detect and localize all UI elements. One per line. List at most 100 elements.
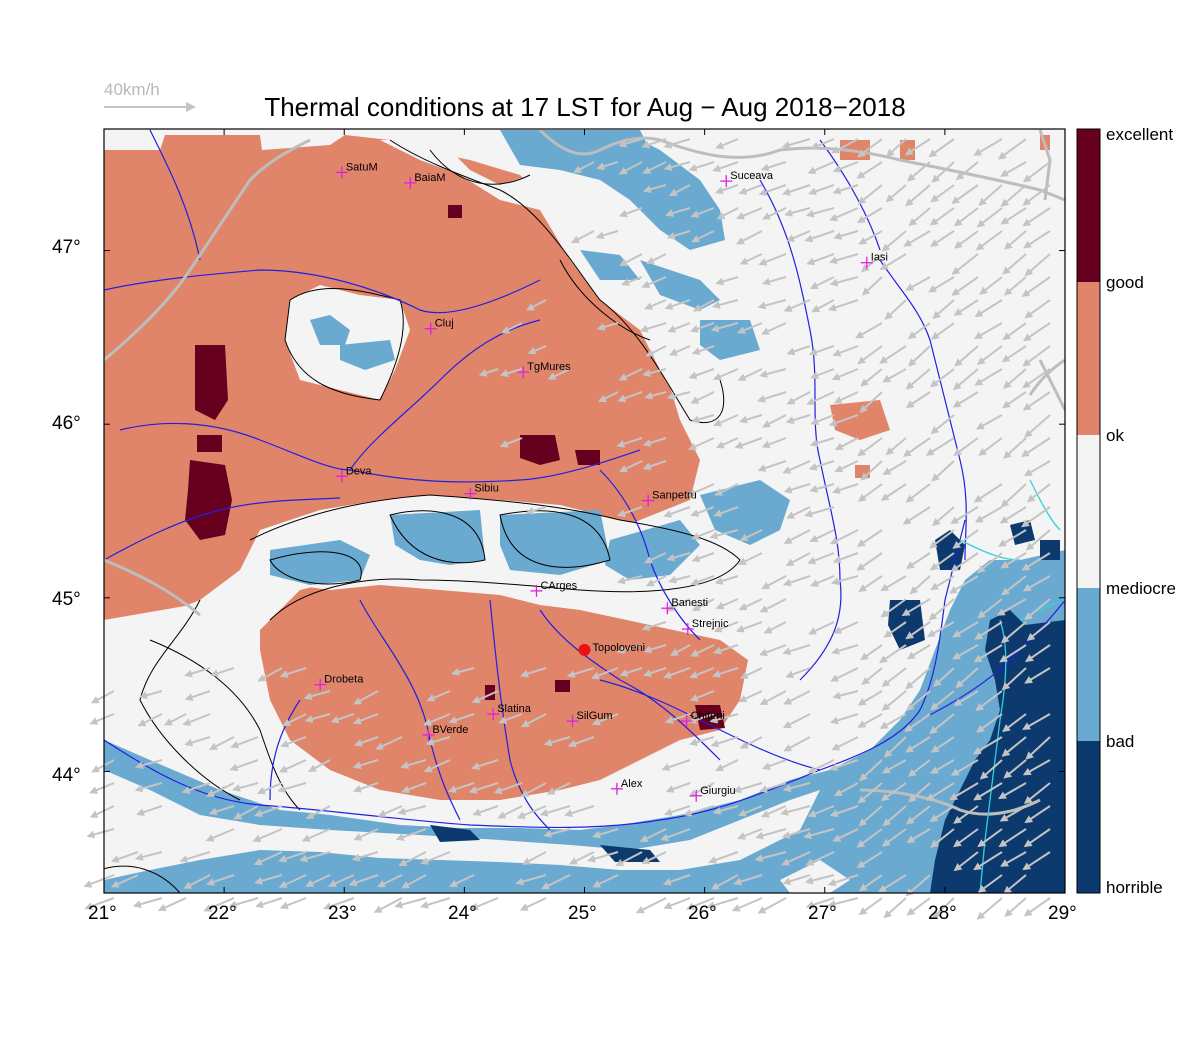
wind-arrow <box>832 184 859 195</box>
wind-arrow <box>829 805 859 818</box>
wind-arrow <box>905 368 931 390</box>
highlight-site-dot <box>578 643 591 656</box>
highlight-site: Topoloveni <box>578 642 645 656</box>
wind-arrow <box>882 805 907 827</box>
wind-arrow <box>499 437 523 448</box>
wind-arrow <box>1002 713 1027 733</box>
wind-arrow <box>136 805 163 816</box>
wind-arrow <box>930 184 955 203</box>
wind-arrow <box>856 207 883 224</box>
y-tick-label: 46° <box>52 413 81 434</box>
wind-arrow <box>1022 345 1051 367</box>
wind-arrow <box>1020 437 1051 457</box>
wind-arrow <box>755 828 787 840</box>
wind-arrow <box>857 713 883 728</box>
wind-arrow <box>974 506 1003 523</box>
wind-arrow <box>1024 805 1051 824</box>
wind-arrow <box>208 805 235 816</box>
wind-arrow <box>827 299 859 312</box>
wind-arrow <box>645 575 667 587</box>
wind-arrow <box>808 621 835 635</box>
wind-arrow <box>759 644 787 657</box>
colorbar-label-excellent: excellent <box>1106 125 1174 144</box>
wind-arrow <box>905 805 931 825</box>
wind-arrow <box>782 713 811 729</box>
wind-arrow <box>953 851 979 872</box>
wind-arrow <box>642 368 667 377</box>
wind-arrow <box>902 437 931 457</box>
wind-arrow <box>754 851 787 862</box>
wind-arrow <box>757 897 787 914</box>
wind-arrow <box>668 575 691 584</box>
wind-arrow <box>976 713 1003 733</box>
wind-arrow <box>688 713 715 724</box>
wind-arrow <box>617 391 643 403</box>
wind-reference-arrow-icon <box>104 102 196 112</box>
wind-arrow <box>1022 184 1051 206</box>
wind-arrow <box>394 897 427 909</box>
wind-arrow <box>931 161 955 183</box>
wind-arrow <box>906 161 931 182</box>
wind-arrow <box>833 621 859 634</box>
wind-arrow <box>400 759 427 770</box>
city-marker: Slatina <box>487 703 532 721</box>
wind-arrow <box>595 230 619 240</box>
wind-arrow <box>905 276 931 291</box>
wind-arrow <box>973 138 1003 156</box>
wind-arrow <box>953 230 979 249</box>
wind-arrow <box>930 575 955 591</box>
wind-arrow <box>951 253 979 275</box>
wind-arrow <box>805 851 835 866</box>
x-axis-ticks <box>103 129 1066 893</box>
wind-arrow <box>733 782 763 794</box>
wind-arrow <box>662 874 691 886</box>
wind-arrow <box>880 575 907 592</box>
wind-arrow <box>931 460 955 482</box>
y-tick-label: 45° <box>52 589 81 610</box>
wind-arrow <box>692 598 715 612</box>
x-tick-label: 25° <box>568 903 597 924</box>
wind-arrow <box>520 667 547 678</box>
wind-arrow <box>928 598 955 621</box>
wind-arrow <box>639 828 667 843</box>
wind-arrow <box>137 713 163 727</box>
wind-arrow <box>856 851 883 869</box>
wind-arrow <box>738 598 763 611</box>
wind-arrow <box>804 230 835 243</box>
wind-arrow <box>690 322 715 333</box>
wind-arrow <box>905 483 931 503</box>
wind-arrow <box>999 644 1027 663</box>
wind-arrow <box>833 391 859 404</box>
wind-arrow <box>110 851 139 863</box>
wind-arrow <box>979 759 1003 780</box>
wind-arrow <box>882 460 907 475</box>
city-label: CArges <box>540 580 577 592</box>
wind-arrow <box>977 874 1003 893</box>
wind-arrow <box>807 759 835 774</box>
wind-arrow <box>663 161 691 171</box>
city-marker: Sibiu <box>464 483 499 500</box>
wind-arrow <box>448 874 475 888</box>
wind-arrow <box>832 345 859 357</box>
wind-arrow <box>1023 460 1051 477</box>
wind-arrow <box>925 437 955 456</box>
y-axis-ticks <box>104 250 1065 772</box>
wind-arrow <box>949 782 979 801</box>
wind-arrow <box>232 782 259 792</box>
wind-arrow <box>1022 713 1051 730</box>
wind-arrow <box>1022 575 1051 592</box>
wind-arrow <box>736 322 763 334</box>
wind-arrow <box>1002 368 1027 389</box>
wind-arrow <box>493 782 523 795</box>
wind-arrow <box>737 368 763 381</box>
wind-arrow <box>859 759 883 782</box>
wind-arrow <box>692 299 715 312</box>
wind-arrow <box>478 368 499 377</box>
wind-arrow <box>952 644 979 660</box>
wind-arrow <box>110 874 139 888</box>
wind-arrow <box>976 897 1003 920</box>
colorbar-label-mediocre: mediocre <box>1106 579 1176 598</box>
wind-arrow <box>954 345 979 367</box>
wind-arrow <box>299 851 331 863</box>
wind-arrow <box>883 736 907 758</box>
